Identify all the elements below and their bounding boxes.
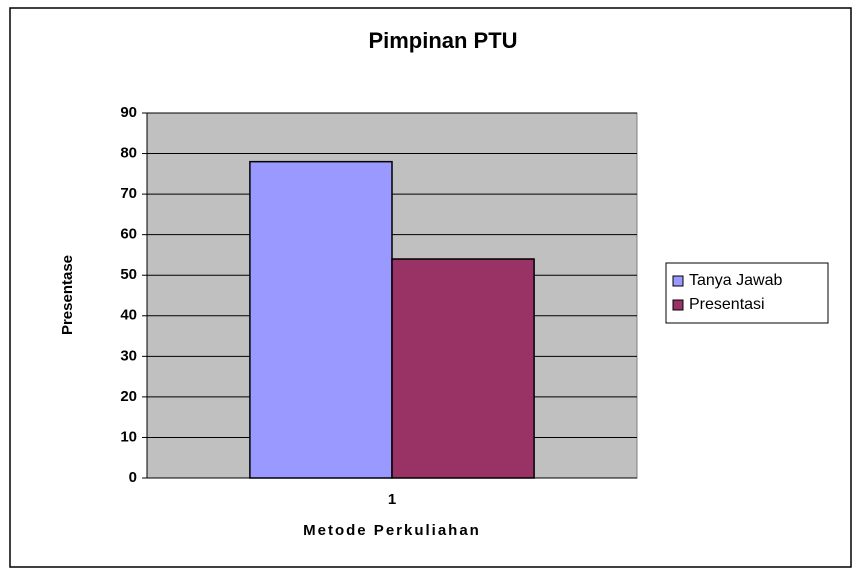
y-tick-label: 80 <box>120 145 137 162</box>
y-tick-label: 0 <box>129 469 137 486</box>
legend-swatch <box>672 299 684 311</box>
y-axis-label: Presentase <box>59 255 76 335</box>
legend-label: Tanya Jawab <box>689 272 782 289</box>
y-tick-label: 50 <box>120 266 137 283</box>
legend-swatch <box>672 275 684 287</box>
chart-title: Pimpinan PTU <box>368 28 517 53</box>
y-tick-label: 20 <box>120 388 137 405</box>
x-axis-label: Metode Perkuliahan <box>303 522 481 539</box>
y-tick-label: 70 <box>120 185 137 202</box>
legend-label: Presentasi <box>689 296 765 313</box>
bar <box>391 258 535 479</box>
legend-box <box>665 262 829 324</box>
y-tick-label: 30 <box>120 347 137 364</box>
x-tick-label: 1 <box>388 491 396 508</box>
y-tick-label: 60 <box>120 226 137 243</box>
y-tick-label: 10 <box>120 428 137 445</box>
y-tick-label: 40 <box>120 307 137 324</box>
y-tick-label: 90 <box>120 104 137 121</box>
bar <box>249 160 393 479</box>
